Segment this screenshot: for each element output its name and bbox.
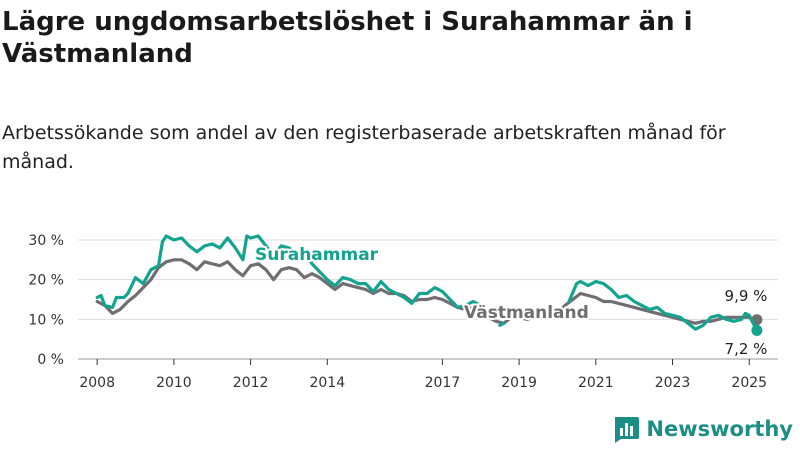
end-value-label-v-stmanland: 9,9 % (725, 287, 768, 305)
x-tick-label: 2023 (655, 375, 691, 391)
x-tick-label: 2021 (578, 375, 614, 391)
x-tick-label: 2025 (731, 375, 767, 391)
x-tick-label: 2012 (233, 375, 269, 391)
end-value-label-surahammar: 7,2 % (725, 340, 768, 358)
series-label-v-stmanland: Västmanland (464, 303, 589, 323)
end-point-surahammar (751, 324, 763, 336)
y-tick-label: 30 % (28, 233, 64, 249)
x-tick-label: 2019 (501, 375, 537, 391)
x-tick-label: 2014 (309, 375, 345, 391)
grid-lines (78, 239, 778, 360)
bar-chart-logo-icon (615, 417, 640, 443)
axes: 0 % 10 % 20 % 30 % 2008 2010 2012 2014 2017 2019 2… (28, 233, 767, 391)
y-tick-label: 10 % (28, 312, 64, 328)
data-labels: Surahammar Västmanland 9,9 % 7,2 % (253, 243, 768, 358)
brand-name: Newsworthy (646, 417, 793, 441)
series-line-surahammar (498, 321, 506, 327)
newsworthy-logo: Newsworthy (612, 414, 793, 444)
chart-subtitle: Arbetssökande som andel av den registerb… (2, 122, 726, 173)
x-tick-label: 2017 (425, 375, 461, 391)
series-line-surahammar (567, 280, 759, 332)
x-tick-label: 2008 (79, 375, 115, 391)
y-tick-label: 0 % (37, 352, 64, 368)
series-label-surahammar: Surahammar (255, 245, 379, 265)
y-tick-label: 20 % (28, 273, 64, 289)
chart-title: Lägre ungdomsarbetslöshet i Surahammar ä… (2, 7, 693, 69)
series-lines (95, 234, 763, 336)
series-line-surahammar (95, 234, 483, 309)
series-line-v-stmanland (95, 258, 759, 325)
x-tick-label: 2010 (156, 375, 192, 391)
